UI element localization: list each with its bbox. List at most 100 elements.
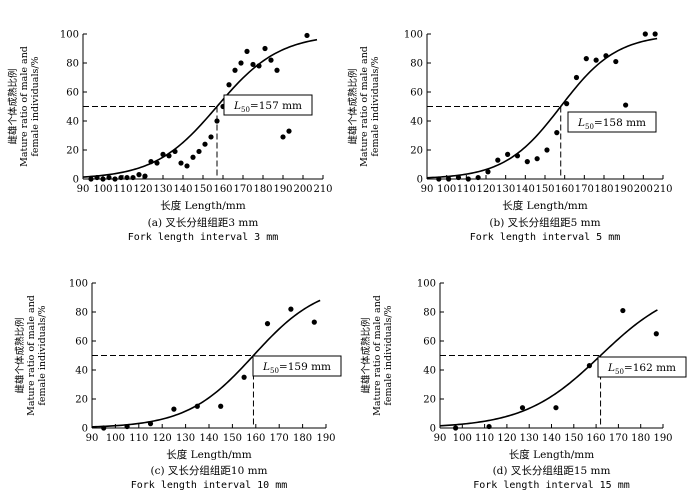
x-tick-label: 90 [421,184,434,195]
x-tick-label: 200 [634,184,653,195]
x-tick-label: 130 [496,184,515,195]
l50-annotation-box [252,355,342,377]
data-point [184,163,190,169]
y-axis-title-cn: 雌雄个体成熟比例 [7,68,19,144]
data-point [190,154,196,160]
y-tick-label: 0 [73,175,79,186]
l50-annotation-box [567,111,657,133]
y-tick-label: 40 [75,366,88,377]
y-axis-title-en1: Mature ratio of male and [372,295,383,416]
data-point [94,174,100,181]
data-point [475,174,481,181]
data-point [524,159,530,165]
y-tick-label: 20 [410,146,423,157]
x-tick-label: 180 [253,184,272,195]
fitted-curve [439,309,658,427]
x-tick-label: 100 [453,433,472,444]
data-point [171,406,177,412]
data-point [147,421,154,427]
data-point [495,157,501,163]
data-point [178,160,184,166]
y-axis-title-cn: 雌雄个体成熟比例 [360,317,372,393]
panel-d: 90 100 110 120 130 140 150 160 170 180 19002040608… [360,279,687,491]
data-point [620,307,626,314]
data-point [553,405,559,411]
data-point [554,130,560,136]
data-point [160,151,166,157]
x-tick-label: 140 [173,184,192,195]
data-point [130,174,136,181]
panel-b: 90 100 110 120 130 140 150 160 170 180 190 200 21002… [347,30,673,244]
y-tick-label: 0 [82,424,88,435]
data-point [519,405,526,411]
x-axis-title: 长度 Length/mm [166,448,251,461]
x-tick-label: 110 [129,433,148,444]
x-tick-label: 170 [609,433,628,444]
x-tick-label: 90 [86,433,99,444]
data-point [244,48,250,55]
data-point [286,128,292,134]
data-point [280,134,286,140]
x-tick-label: 100 [106,433,125,444]
l50-annotation: L50=162 mm [607,362,676,376]
x-tick-label: 170 [575,184,594,195]
fitted-curve [426,37,658,179]
x-tick-label: 110 [457,184,476,195]
data-point [534,156,540,162]
x-tick-label: 120 [153,433,172,444]
caption-cn: (b) 叉长分组组距5 mm [489,216,600,229]
x-tick-label: 120 [133,184,152,195]
data-point [124,423,130,430]
x-tick-label: 100 [93,184,112,195]
data-point [101,425,107,431]
fitted-curve [82,38,318,178]
l50-annotation: L50=157 mm [233,100,302,114]
data-point [112,176,118,182]
data-point [226,82,232,88]
data-point [593,57,599,63]
data-point [202,141,208,147]
caption-en: Fork length interval 15 mm [473,480,630,491]
data-point [241,374,247,380]
x-tick-label: 190 [316,433,335,444]
l50-annotation-box [223,94,313,116]
data-point [311,319,317,325]
x-tick-label: 100 [437,184,456,195]
data-point [446,176,452,182]
data-point [288,306,294,312]
data-point [118,174,124,181]
data-point [196,148,202,155]
x-tick-label: 130 [520,433,539,444]
y-tick-label: 60 [423,337,436,348]
x-tick-label: 140 [199,433,218,444]
data-point [455,174,462,181]
y-tick-label: 40 [423,366,436,377]
data-point [453,425,459,431]
data-point [642,31,648,37]
y-axis-title-cn: 雌雄个体成熟比例 [14,317,26,393]
data-point [274,67,280,73]
l50-annotation-box [597,356,687,378]
x-tick-label: 90 [77,184,90,195]
data-point [232,67,238,73]
x-tick-label: 190 [273,184,292,195]
x-tick-label: 130 [153,184,172,195]
y-tick-label: 100 [69,279,88,290]
data-point [514,153,521,159]
x-tick-label: 210 [313,184,332,195]
x-tick-label: 190 [614,184,633,195]
x-tick-label: 160 [587,433,606,444]
data-point [218,403,224,409]
x-tick-label: 190 [653,433,672,444]
data-point [264,321,271,327]
y-tick-label: 40 [66,117,79,128]
data-point [238,60,244,66]
data-point [148,159,154,165]
caption-en: Fork length interval 3 mm [128,232,279,243]
y-tick-label: 100 [60,30,79,41]
x-tick-label: 180 [631,433,650,444]
caption-en: Fork length interval 5 mm [470,232,621,243]
data-point [485,169,491,175]
y-axis-title-en2: female individuals/% [383,305,394,405]
